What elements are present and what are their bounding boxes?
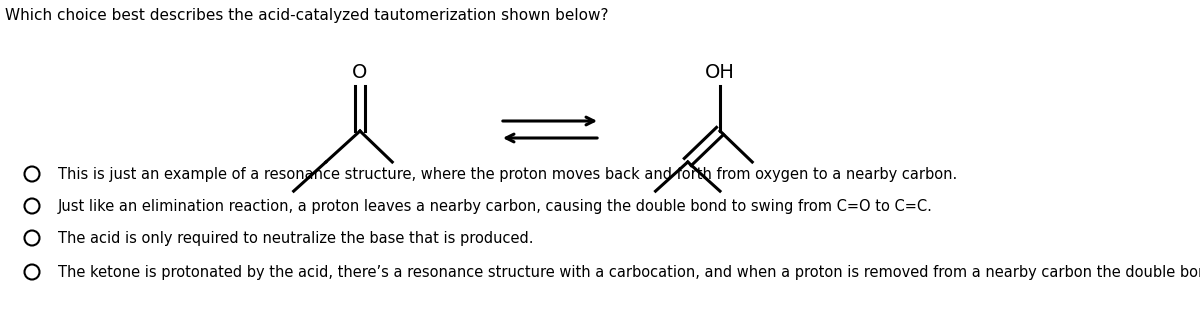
Text: OH: OH xyxy=(706,64,734,82)
Text: Just like an elimination reaction, a proton leaves a nearby carbon, causing the : Just like an elimination reaction, a pro… xyxy=(58,198,932,214)
Text: This is just an example of a resonance structure, where the proton moves back an: This is just an example of a resonance s… xyxy=(58,167,958,181)
Text: The ketone is protonated by the acid, there’s a resonance structure with a carbo: The ketone is protonated by the acid, th… xyxy=(58,264,1200,279)
Text: O: O xyxy=(353,64,367,82)
Text: The acid is only required to neutralize the base that is produced.: The acid is only required to neutralize … xyxy=(58,230,534,246)
Text: Which choice best describes the acid-catalyzed tautomerization shown below?: Which choice best describes the acid-cat… xyxy=(5,8,608,23)
